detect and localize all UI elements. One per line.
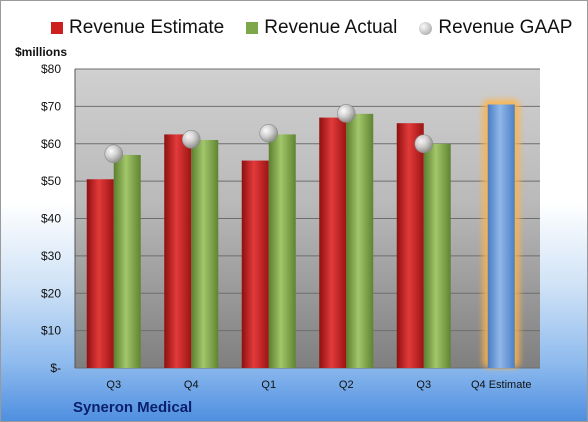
axes: $- $10 $20 $30 $40 $50 $60 $70 $80 Q3 Q4 Q1 Q2 Q3 Q4 E… xyxy=(41,62,532,391)
gridlines xyxy=(75,68,540,369)
bar-revenue-estimate xyxy=(241,160,269,368)
y-unit-label: $millions xyxy=(15,45,68,59)
point-revenue-gaap xyxy=(414,134,434,154)
chart-legend: Revenue Estimate Revenue Actual Revenue … xyxy=(51,17,572,39)
bar-revenue-actual xyxy=(268,134,296,368)
legend-label-actual: Revenue Actual xyxy=(264,17,398,38)
bar-revenue-estimate xyxy=(396,123,424,368)
x-tick-label: Q4 xyxy=(184,379,199,391)
x-tick-label: Q3 xyxy=(416,379,431,391)
y-tick-label: $60 xyxy=(41,137,61,151)
y-tick-label: $30 xyxy=(41,249,61,263)
legend-label-gaap: Revenue GAAP xyxy=(438,17,573,38)
x-tick-label: Q4 Estimate xyxy=(471,379,532,391)
bar-revenue-actual xyxy=(423,143,451,368)
bar-revenue-actual xyxy=(191,140,219,368)
x-tick-label: Q3 xyxy=(106,379,121,391)
company-name: Syneron Medical xyxy=(73,399,193,416)
x-tick-label: Q2 xyxy=(339,379,354,391)
point-revenue-gaap xyxy=(336,104,356,123)
legend-item-gaap: Revenue GAAP xyxy=(419,17,572,39)
legend-swatch-estimate xyxy=(51,22,63,34)
bar-revenue-estimate-future xyxy=(487,104,515,368)
bar-revenue-actual xyxy=(346,113,374,368)
x-tick-label: Q1 xyxy=(261,379,276,391)
legend-item-actual: Revenue Actual xyxy=(246,17,397,39)
y-tick-label: $50 xyxy=(41,174,61,188)
y-tick-label: $80 xyxy=(41,62,61,76)
bar-revenue-actual xyxy=(113,154,141,368)
bar-revenue-estimate xyxy=(86,179,114,368)
point-revenue-gaap xyxy=(104,144,124,164)
bar-revenue-estimate xyxy=(164,134,192,368)
bar-revenue-estimate xyxy=(319,117,347,369)
legend-swatch-gaap xyxy=(419,21,433,35)
point-revenue-gaap xyxy=(259,123,279,143)
point-revenue-gaap xyxy=(181,129,201,149)
legend-item-estimate: Revenue Estimate xyxy=(51,17,224,39)
y-tick-label: $70 xyxy=(41,99,61,113)
y-tick-label: $40 xyxy=(41,212,61,226)
legend-swatch-actual xyxy=(246,22,259,34)
legend-label-estimate: Revenue Estimate xyxy=(69,17,225,38)
y-tick-label: $10 xyxy=(41,324,61,338)
y-tick-label: $- xyxy=(50,361,61,375)
y-tick-label: $20 xyxy=(41,286,61,300)
bars xyxy=(86,99,520,369)
